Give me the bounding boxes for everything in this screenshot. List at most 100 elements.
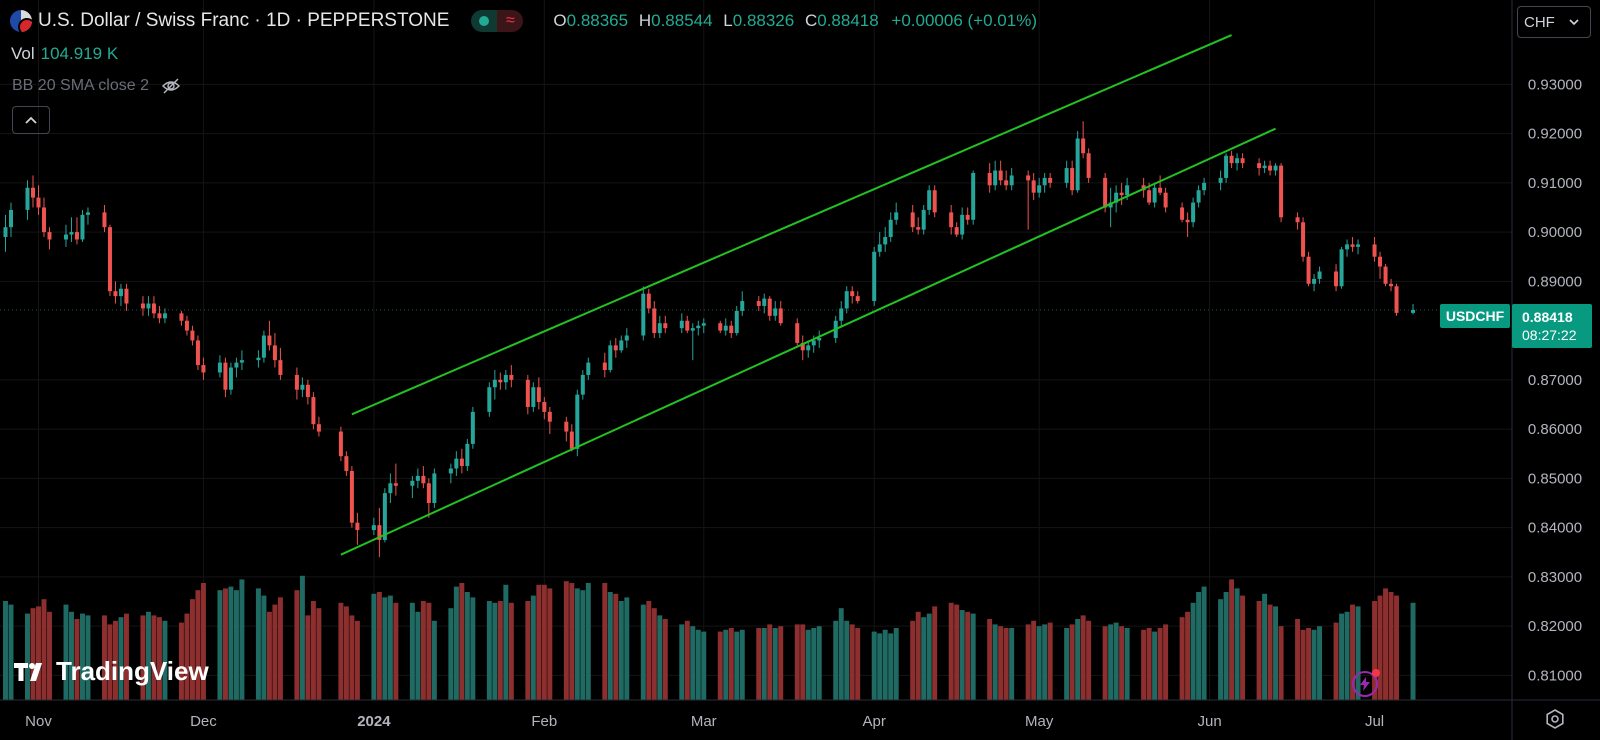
y-tick-label: 0.85000 <box>1528 470 1582 487</box>
volume-bar <box>536 584 542 700</box>
volume-bar <box>1141 629 1147 700</box>
candle-body <box>1229 155 1234 164</box>
volume-bar <box>1031 620 1037 700</box>
low-value: 0.88326 <box>732 11 795 30</box>
candle-body <box>1345 244 1350 250</box>
volume-bar <box>921 617 927 700</box>
candle-body <box>949 212 954 228</box>
indicator-label: BB 20 SMA close 2 <box>12 77 149 94</box>
volume-bar <box>574 588 580 700</box>
market-status-pills[interactable]: ≈ <box>471 10 524 32</box>
volume-bar <box>503 584 509 700</box>
candle-body <box>877 244 882 252</box>
candle-body <box>256 357 261 361</box>
volume-bar <box>756 628 762 700</box>
candle-body <box>311 397 316 425</box>
volume-bar <box>772 628 778 700</box>
candle-body <box>1372 244 1377 257</box>
candle-body <box>1334 271 1339 287</box>
volume-bar <box>849 624 855 700</box>
indicator-legend[interactable]: BB 20 SMA close 2 <box>12 76 181 96</box>
candle-body <box>300 384 305 390</box>
volume-bar <box>970 613 976 700</box>
volume-bar <box>888 633 894 700</box>
candle-body <box>536 387 541 403</box>
volume-bar <box>618 601 624 700</box>
volume-bar <box>651 608 657 700</box>
candle-body <box>723 325 728 331</box>
last-price: 0.88418 <box>1522 309 1573 325</box>
high-value: 0.88544 <box>651 11 713 30</box>
settings-gear-icon[interactable] <box>1545 709 1565 729</box>
volume-bar <box>200 583 206 700</box>
candle-body <box>1152 187 1157 203</box>
volume-bar <box>387 595 393 700</box>
volume-bar <box>800 624 806 700</box>
volume-bar <box>1047 622 1053 700</box>
symbol-title[interactable]: U.S. Dollar / Swiss Franc · 1D · PEPPERS… <box>38 10 450 31</box>
currency-select[interactable]: CHF <box>1517 6 1591 38</box>
candle-body <box>1026 175 1031 181</box>
candle-body <box>1317 271 1322 279</box>
volume-bar <box>101 615 107 700</box>
volume-bar <box>266 611 272 700</box>
volume-bar <box>272 604 278 700</box>
volume-bar <box>151 615 157 700</box>
volume-bar <box>1152 631 1158 700</box>
candle-body <box>927 190 932 210</box>
volume-bar <box>112 620 118 700</box>
candle-body <box>1394 286 1399 313</box>
candle-body <box>921 209 926 230</box>
tradingview-logo[interactable]: TradingView <box>14 656 209 687</box>
market-open-icon[interactable] <box>471 10 498 32</box>
volume-bar <box>728 628 734 700</box>
candle-body <box>448 468 453 474</box>
data-problem-icon[interactable]: ≈ <box>497 10 524 32</box>
candle-body <box>778 308 783 324</box>
volume-bar <box>893 628 899 700</box>
volume-bar <box>855 628 861 700</box>
eye-hidden-icon[interactable] <box>161 76 181 96</box>
candle-body <box>454 458 459 469</box>
volume-bar <box>371 593 377 700</box>
candle-body <box>1306 256 1311 284</box>
volume-bar <box>646 601 652 700</box>
candle-body <box>261 335 266 358</box>
volume-bar <box>1383 588 1389 700</box>
volume-bar <box>871 631 877 700</box>
volume-bar <box>393 602 399 700</box>
candle-body <box>459 458 464 467</box>
candle-body <box>718 323 723 331</box>
candle-body <box>1356 244 1361 247</box>
lightning-icon[interactable] <box>1352 669 1380 697</box>
volume-bar <box>679 624 685 700</box>
channel-line-lower <box>340 127 1276 556</box>
candle-body <box>987 172 992 186</box>
candle-body <box>762 298 767 306</box>
candle-body <box>239 360 244 363</box>
volume-bar <box>992 624 998 700</box>
y-tick-label: 0.87000 <box>1528 372 1582 389</box>
volume-bar <box>1190 602 1196 700</box>
volume-bar <box>1075 619 1081 700</box>
volume-bar <box>1388 592 1394 700</box>
collapse-legend-button[interactable] <box>12 106 50 134</box>
volume-bar <box>838 608 844 700</box>
candle-body <box>547 411 552 422</box>
volume-bar <box>1146 628 1152 700</box>
volume-bar <box>1333 622 1339 700</box>
volume-bar <box>1119 626 1125 700</box>
candle-body <box>470 411 475 444</box>
candle-body <box>316 424 321 432</box>
volume-bar <box>69 611 74 700</box>
candle-body <box>855 296 860 302</box>
volume-bar <box>431 620 437 700</box>
volume-bar <box>1069 624 1075 700</box>
volume-bar <box>541 584 547 700</box>
candle-body <box>80 214 85 240</box>
volume-legend[interactable]: Vol 104.919 K <box>11 44 118 64</box>
candle-body <box>1301 222 1306 257</box>
candle-body <box>1004 180 1009 186</box>
candle-body <box>63 234 68 240</box>
